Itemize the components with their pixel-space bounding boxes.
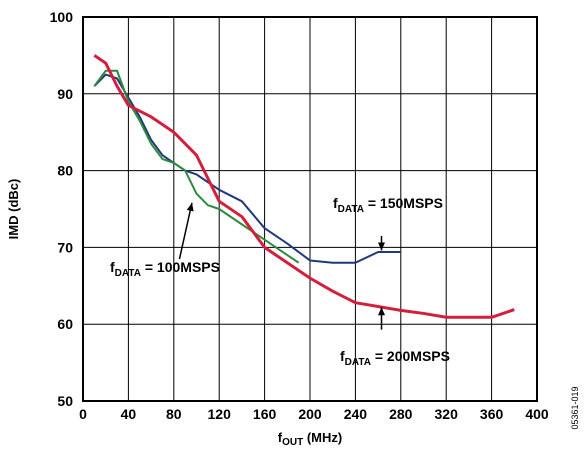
figure-id: 05361-019 <box>570 386 580 429</box>
y-tick-label: 60 <box>57 316 73 332</box>
x-tick-label: 160 <box>253 406 277 422</box>
y-tick-label: 80 <box>57 163 73 179</box>
x-tick-label: 120 <box>208 406 232 422</box>
x-tick-label: 280 <box>389 406 413 422</box>
grid-lines <box>82 16 538 402</box>
x-tick-label: 200 <box>298 406 322 422</box>
x-tick-label: 40 <box>121 406 137 422</box>
annotation-arrow-head <box>378 307 386 316</box>
y-axis-label: IMD (dBc) <box>6 179 21 240</box>
series-annotations: fDATA = 150MSPS fDATA = 100MSPS fDATA = 20… <box>110 195 450 368</box>
y-tick-label: 70 <box>57 239 73 255</box>
plot-frame <box>82 16 538 402</box>
annotation-arrow-line <box>178 202 193 260</box>
x-tick-label: 240 <box>344 406 368 422</box>
x-tick-label: 320 <box>435 406 459 422</box>
y-tick-label: 90 <box>57 86 73 102</box>
annotation-arrow-head <box>378 242 386 251</box>
annotation-arrow-head <box>186 202 194 212</box>
series-line-1 <box>93 73 401 264</box>
x-tick-labels: 0 40 80 120 160 200 240 280 320 360 400 <box>79 406 549 422</box>
y-tick-label: 100 <box>50 9 74 25</box>
x-tick-label: 360 <box>480 406 504 422</box>
y-tick-labels: 50 60 70 80 90 100 <box>50 9 74 409</box>
x-axis-label: fOUT (MHz) <box>278 430 342 448</box>
series-label-1: fDATA = 150MSPS <box>333 195 443 215</box>
series-lines <box>93 54 515 319</box>
series-label-2: fDATA = 100MSPS <box>110 259 220 279</box>
y-tick-label: 50 <box>57 393 73 409</box>
x-tick-label: 0 <box>79 406 87 422</box>
x-tick-label: 400 <box>525 406 549 422</box>
series-label-3: fDATA = 200MSPS <box>340 348 450 368</box>
x-tick-label: 80 <box>166 406 182 422</box>
series-line-3 <box>93 54 515 319</box>
